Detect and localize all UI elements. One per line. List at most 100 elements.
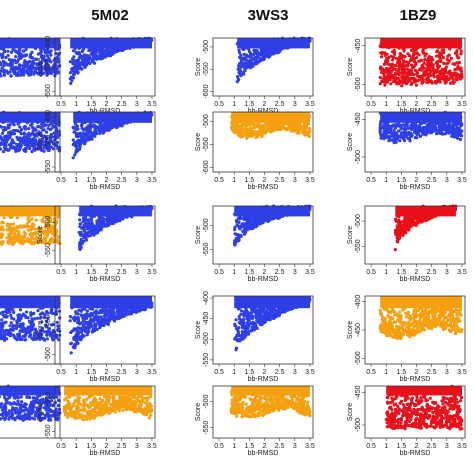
data-point bbox=[436, 61, 440, 65]
y-tick-label: -500 bbox=[355, 150, 362, 164]
data-point bbox=[385, 127, 389, 131]
data-point bbox=[22, 70, 26, 74]
x-tick-label: 0.5 bbox=[366, 101, 376, 108]
y-tick-label: -500 bbox=[45, 135, 52, 149]
data-point bbox=[87, 48, 91, 53]
data-point bbox=[239, 124, 244, 128]
data-point bbox=[433, 128, 437, 132]
data-point bbox=[445, 57, 449, 62]
data-point bbox=[379, 66, 383, 71]
y-tick-label: -500 bbox=[45, 60, 52, 74]
data-point bbox=[261, 129, 265, 133]
y-axis-label: Score bbox=[195, 58, 202, 76]
data-point bbox=[236, 75, 240, 79]
data-point bbox=[457, 60, 461, 65]
data-point bbox=[33, 227, 37, 231]
y-tick-label: -450 bbox=[355, 39, 362, 53]
data-point bbox=[28, 68, 32, 72]
data-point bbox=[238, 62, 242, 66]
data-point bbox=[414, 48, 418, 52]
y-tick-label: -450 bbox=[45, 110, 52, 124]
data-point bbox=[111, 51, 115, 55]
data-point bbox=[251, 64, 255, 68]
data-point bbox=[1, 69, 6, 73]
data-point bbox=[29, 232, 34, 236]
data-point bbox=[244, 61, 249, 65]
data-point bbox=[421, 125, 425, 130]
data-point bbox=[414, 63, 418, 67]
data-point bbox=[402, 60, 406, 64]
data-point bbox=[46, 231, 50, 235]
x-axis-label: bb-RMSD bbox=[400, 184, 431, 191]
data-point bbox=[30, 138, 34, 142]
data-point bbox=[423, 132, 427, 136]
data-point bbox=[39, 55, 44, 59]
data-point bbox=[30, 226, 34, 230]
x-tick-label: 1.5 bbox=[244, 101, 254, 108]
data-point bbox=[276, 127, 280, 131]
x-tick-label: 3 bbox=[445, 101, 449, 108]
x-tick-label: 2.5 bbox=[117, 177, 127, 184]
data-point bbox=[394, 140, 398, 144]
data-point bbox=[6, 126, 10, 130]
data-point bbox=[258, 128, 262, 132]
data-point bbox=[1, 150, 6, 154]
data-point bbox=[101, 49, 105, 53]
data-point bbox=[460, 75, 464, 79]
data-point bbox=[254, 56, 258, 60]
data-point bbox=[245, 136, 249, 140]
data-point bbox=[380, 55, 384, 59]
data-point bbox=[21, 140, 25, 144]
data-point bbox=[242, 56, 246, 60]
data-point bbox=[403, 130, 408, 134]
data-point bbox=[28, 146, 32, 151]
data-point bbox=[34, 218, 38, 222]
data-point bbox=[427, 125, 432, 129]
data-point bbox=[251, 134, 255, 138]
data-point bbox=[452, 126, 456, 131]
data-point bbox=[383, 83, 387, 87]
y-tick-label: -550 bbox=[203, 62, 210, 76]
data-point bbox=[255, 59, 259, 63]
data-point bbox=[34, 128, 38, 132]
data-point bbox=[5, 223, 9, 228]
scatter-points bbox=[77, 204, 154, 251]
data-point bbox=[242, 72, 246, 76]
data-point bbox=[440, 48, 444, 52]
data-point bbox=[23, 240, 27, 244]
x-tick-label: 2 bbox=[105, 101, 109, 108]
data-point bbox=[383, 51, 387, 55]
data-point bbox=[9, 74, 13, 78]
data-point bbox=[421, 48, 425, 52]
data-point bbox=[258, 56, 262, 60]
data-point bbox=[12, 48, 16, 52]
data-point bbox=[47, 56, 51, 61]
data-point bbox=[78, 55, 82, 59]
data-point bbox=[409, 68, 413, 72]
data-point bbox=[398, 139, 402, 143]
x-tick-label: 3 bbox=[445, 177, 449, 184]
data-point bbox=[82, 54, 87, 59]
x-tick-label: 3.5 bbox=[147, 101, 157, 108]
data-point bbox=[0, 71, 2, 75]
data-point bbox=[443, 71, 447, 75]
data-point bbox=[378, 129, 382, 133]
dense-cloud-top bbox=[73, 112, 152, 123]
data-point bbox=[279, 126, 284, 130]
data-point bbox=[102, 126, 106, 130]
data-point bbox=[230, 127, 234, 131]
data-point bbox=[436, 49, 440, 53]
data-point bbox=[239, 69, 243, 73]
data-point bbox=[115, 126, 119, 130]
data-point bbox=[79, 138, 83, 142]
data-point bbox=[408, 139, 412, 143]
data-point bbox=[423, 57, 427, 62]
data-point bbox=[0, 67, 1, 71]
scatter-panel: 0.5 1 1.5 2 2.5 3 3.5 bb-RMSD -500 -550 -600 Score bbox=[195, 36, 315, 115]
data-point bbox=[436, 128, 440, 132]
data-point bbox=[96, 55, 100, 59]
data-point bbox=[421, 80, 425, 84]
data-point bbox=[410, 134, 414, 138]
data-point bbox=[107, 126, 111, 130]
